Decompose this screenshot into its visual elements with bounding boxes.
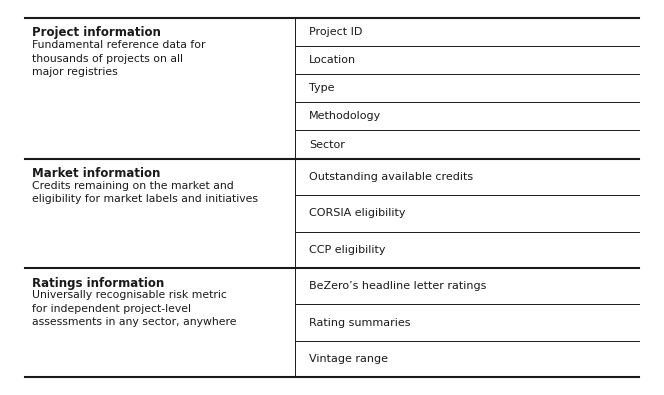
Text: Methodology: Methodology (309, 111, 381, 121)
Text: Outstanding available credits: Outstanding available credits (309, 172, 473, 182)
Text: Ratings information: Ratings information (32, 276, 164, 290)
Text: Type: Type (309, 83, 334, 93)
Text: CORSIA eligibility: CORSIA eligibility (309, 208, 405, 218)
Text: Project ID: Project ID (309, 27, 362, 37)
Text: Rating summaries: Rating summaries (309, 318, 410, 327)
Text: Market information: Market information (32, 167, 160, 181)
Text: Sector: Sector (309, 139, 345, 150)
Text: Vintage range: Vintage range (309, 354, 388, 364)
Text: Project information: Project information (32, 26, 161, 40)
Text: CCP eligibility: CCP eligibility (309, 245, 385, 255)
Text: Universally recognisable risk metric
for independent project-level
assessments i: Universally recognisable risk metric for… (32, 290, 236, 327)
Text: Fundamental reference data for
thousands of projects on all
major registries: Fundamental reference data for thousands… (32, 40, 205, 77)
Text: BeZero’s headline letter ratings: BeZero’s headline letter ratings (309, 281, 486, 291)
Text: Credits remaining on the market and
eligibility for market labels and initiative: Credits remaining on the market and elig… (32, 181, 258, 205)
Text: Location: Location (309, 55, 356, 65)
